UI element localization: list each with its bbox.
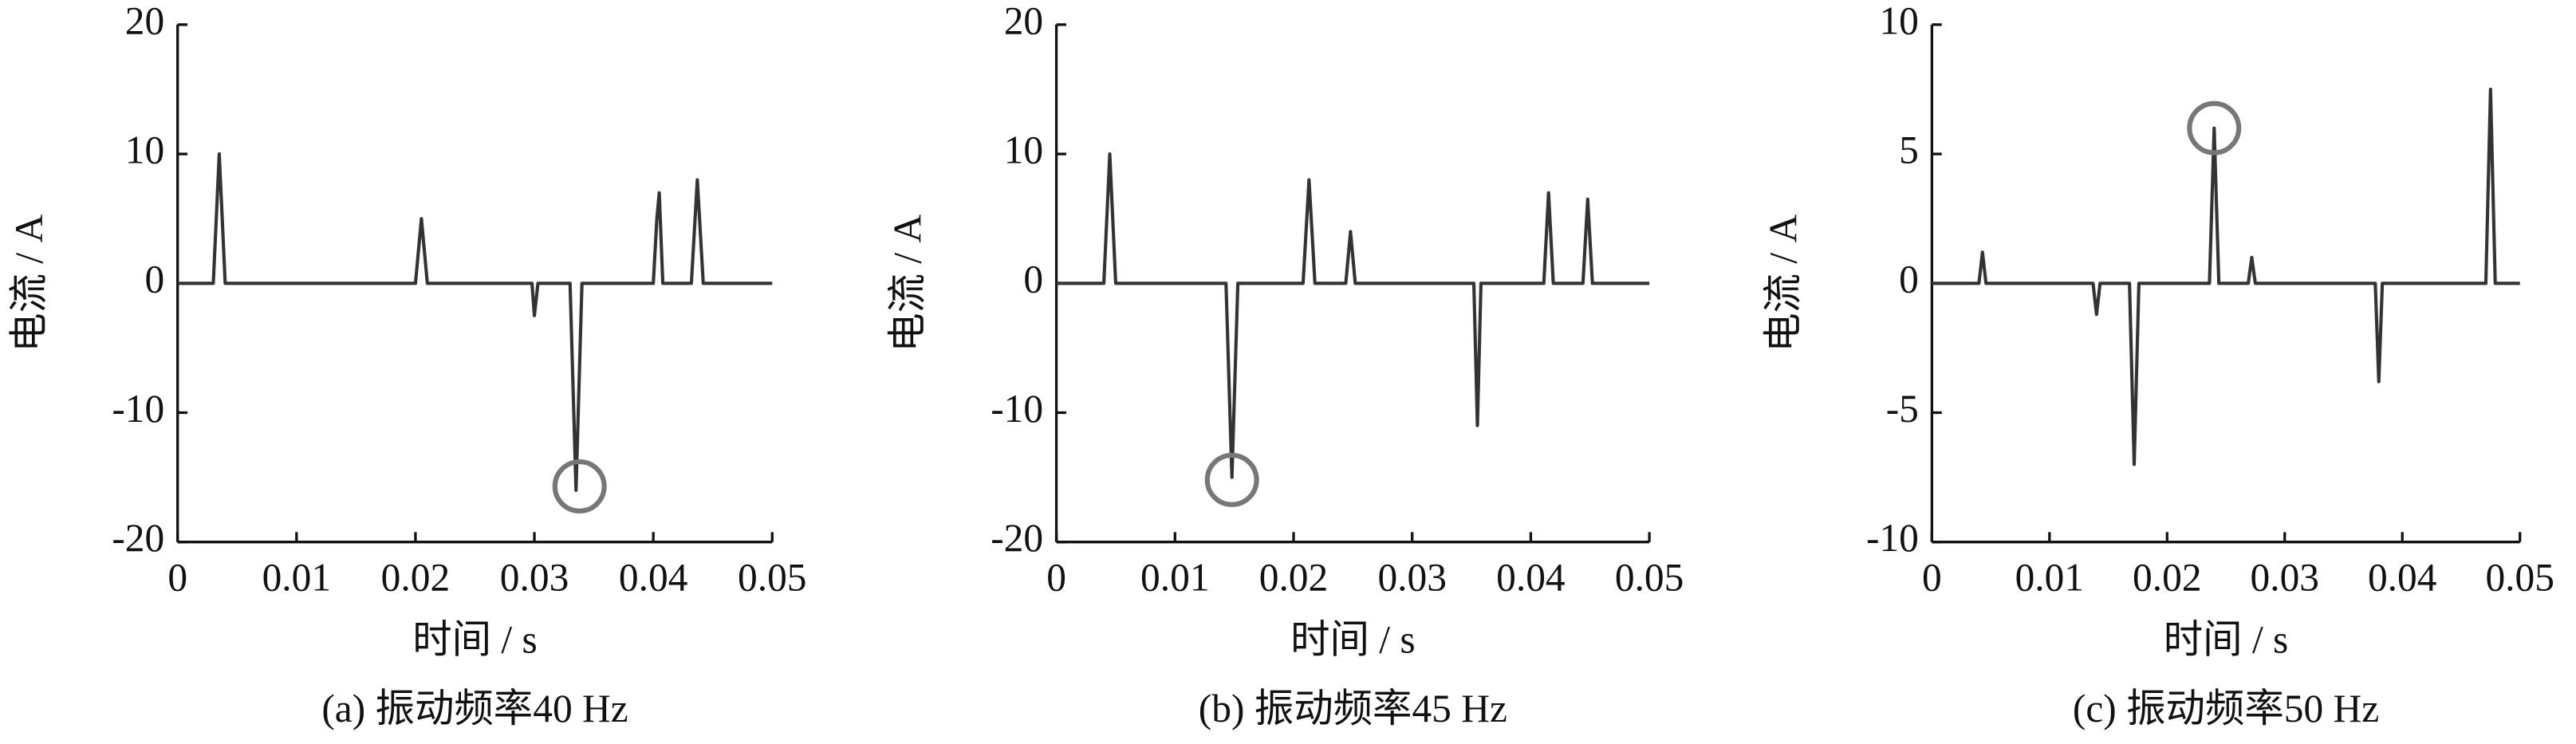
x-tick-label: 0.04 [2368, 555, 2437, 599]
x-tick-label: 0.02 [2133, 555, 2202, 599]
highlight-circle [1204, 452, 1259, 507]
x-tick-label: 0.01 [262, 555, 331, 599]
y-tick-label: 10 [1004, 128, 1043, 171]
x-tick-label: 0.04 [619, 555, 687, 599]
y-tick-label: 10 [1879, 0, 1918, 42]
y-tick-label: -5 [1886, 387, 1919, 431]
y-tick-label: -20 [991, 516, 1043, 560]
x-tick-label: 0.04 [1496, 555, 1566, 599]
caption: (b) 振动频率45 Hz [1199, 687, 1507, 730]
x-tick-label: 0.03 [500, 555, 569, 599]
y-axis-label: 电流 / A [886, 214, 930, 352]
caption: (c) 振动频率50 Hz [2073, 687, 2379, 730]
x-tick-label: 0.03 [2251, 555, 2320, 599]
x-tick-label: 0.05 [1615, 555, 1684, 599]
x-tick-label: 0.02 [1259, 555, 1329, 599]
y-tick-label: 0 [1899, 258, 1919, 301]
y-axis-label: 电流 / A [7, 214, 51, 352]
x-tick-label: 0.05 [2485, 555, 2554, 599]
y-tick-label: 20 [1004, 0, 1043, 42]
y-tick-label: -10 [1866, 516, 1919, 560]
x-tick-label: 0.05 [738, 555, 807, 599]
x-tick-label: 0.03 [1377, 555, 1447, 599]
x-tick-label: 0 [1046, 555, 1066, 599]
data-line [177, 152, 773, 492]
x-tick-label: 0 [1922, 555, 1942, 599]
x-axis-label: 时间 / s [2164, 618, 2289, 662]
data-line [1932, 87, 2520, 466]
x-tick-label: 0 [167, 555, 187, 599]
x-axis-label: 时间 / s [412, 618, 538, 662]
x-tick-label: 0.01 [1140, 555, 1210, 599]
y-tick-label: -20 [112, 516, 164, 560]
y-tick-label: -10 [991, 387, 1043, 431]
y-tick-label: 5 [1899, 128, 1919, 171]
y-tick-label: 0 [145, 258, 165, 301]
x-axis-label: 时间 / s [1290, 618, 1416, 662]
y-tick-label: -10 [112, 387, 164, 431]
y-tick-label: 20 [125, 0, 164, 42]
x-tick-label: 0.02 [381, 555, 451, 599]
caption: (a) 振动频率40 Hz [321, 687, 628, 730]
x-tick-label: 0.01 [2015, 555, 2085, 599]
highlight-circle [2187, 100, 2242, 155]
y-axis-label: 电流 / A [1761, 214, 1805, 352]
data-line [1056, 152, 1650, 479]
y-tick-label: 0 [1023, 258, 1043, 301]
highlight-circle [552, 459, 607, 514]
y-tick-label: 10 [125, 128, 164, 171]
